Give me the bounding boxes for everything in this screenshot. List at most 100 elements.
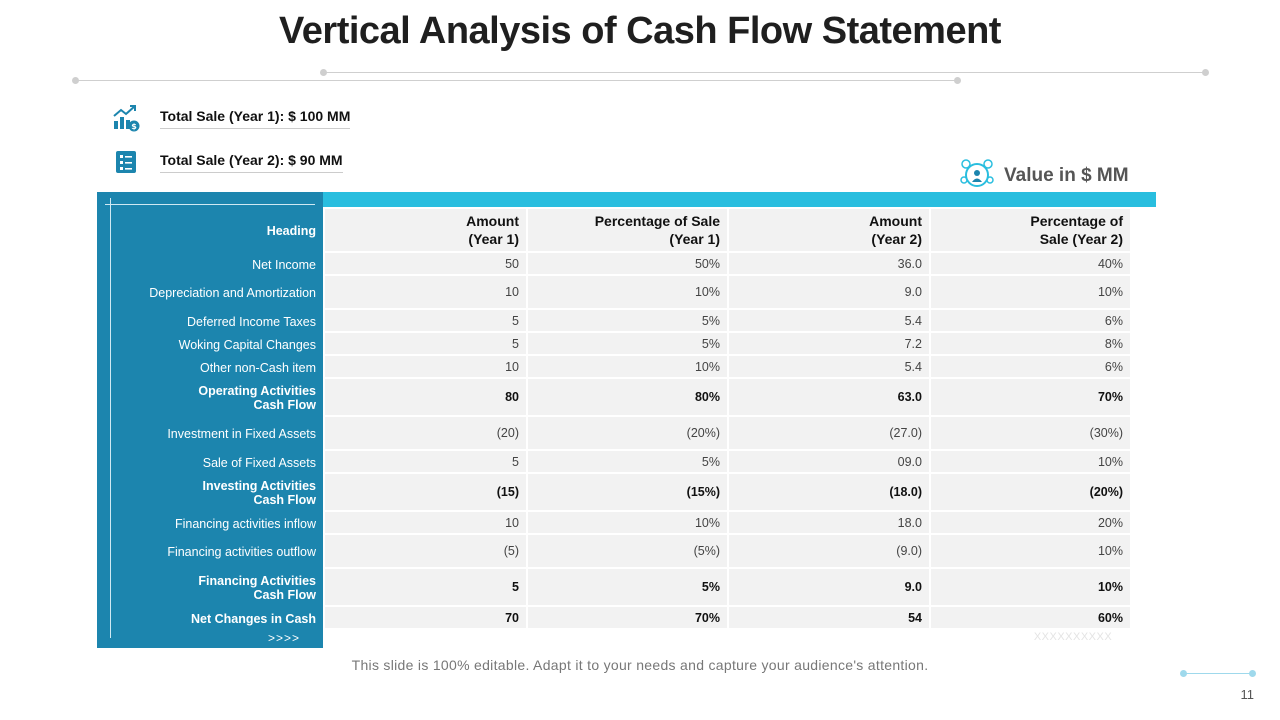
checklist-icon (110, 146, 142, 178)
row-label: Depreciation and Amortization (149, 286, 316, 300)
table-row: Deferred Income Taxes 5 5% 5.4 6% (97, 310, 1130, 333)
row-value-col-2: 70% (526, 607, 727, 630)
row-value-col-3: 5.4 (727, 356, 929, 379)
row-value-col-4: 6% (929, 310, 1130, 333)
row-value-col-4: 40% (929, 253, 1130, 276)
row-value-col-3: 9.0 (727, 276, 929, 310)
row-value-col-2: (5%) (526, 535, 727, 569)
row-value-col-1: (20) (323, 417, 526, 451)
table-row: Financing Activities Cash Flow 5 5% 9.0 10% (97, 569, 1130, 607)
row-value-col-3: 63.0 (727, 379, 929, 417)
footer-note: This slide is 100% editable. Adapt it to… (351, 657, 929, 673)
row-value-col-1: 50 (323, 253, 526, 276)
header-col-3: Amount (Year 2) (727, 209, 929, 253)
cash-flow-table: Heading Amount (Year 1) Percentage of Sale(… (97, 209, 1130, 630)
row-value-col-2: 5% (526, 333, 727, 356)
row-label: Sale of Fixed Assets (202, 455, 316, 470)
table-row: Net Income 50 50% 36.0 40% (97, 253, 1130, 276)
row-value-col-3: 36.0 (727, 253, 929, 276)
row-value-col-2: (20%) (526, 417, 727, 451)
row-value-col-2: 5% (526, 451, 727, 474)
row-value-col-1: 10 (323, 276, 526, 310)
row-value-col-1: 5 (323, 569, 526, 607)
row-value-col-4: 10% (929, 451, 1130, 474)
svg-text:$: $ (131, 122, 137, 131)
total-sale-year2-text: Total Sale (Year 2): $ 90 MM (160, 152, 343, 173)
row-value-col-1: 10 (323, 512, 526, 535)
row-value-col-2: 5% (526, 310, 727, 333)
row-label: Operating Activities Cash Flow (198, 384, 316, 412)
row-value-col-3: 09.0 (727, 451, 929, 474)
row-value-col-4: (30%) (929, 417, 1130, 451)
row-value-col-4: 60% (929, 607, 1130, 630)
row-label: Investing Activities Cash Flow (202, 479, 316, 507)
table-row: Investing Activities Cash Flow (15) (15%) (1… (97, 474, 1130, 512)
header-heading: Heading (266, 224, 316, 238)
row-label: Net Income (252, 257, 316, 272)
row-value-col-3: (27.0) (727, 417, 929, 451)
row-value-col-2: 10% (526, 276, 727, 310)
row-value-col-1: (5) (323, 535, 526, 569)
row-label: Net Changes in Cash (190, 611, 316, 626)
row-value-col-4: 10% (929, 276, 1130, 310)
row-label: Financing Activities Cash Flow (198, 574, 316, 602)
row-value-col-1: 10 (323, 356, 526, 379)
row-value-col-2: 80% (526, 379, 727, 417)
table-row: Financing activities inflow 10 10% 18.0 20% (97, 512, 1130, 535)
header-col-1: Amount (Year 1) (323, 209, 526, 253)
row-value-col-1: 5 (323, 310, 526, 333)
table-accent-bar (183, 192, 1156, 207)
row-value-col-4: 20% (929, 512, 1130, 535)
placeholder-text: XXXXXXXXXX (1033, 631, 1113, 643)
row-value-col-3: 7.2 (727, 333, 929, 356)
table-header-row: Heading Amount (Year 1) Percentage of Sale(… (97, 209, 1130, 253)
row-label: Financing activities inflow (174, 516, 316, 531)
row-value-col-3: (9.0) (727, 535, 929, 569)
row-label: Investment in Fixed Assets (167, 427, 316, 441)
more-indicator: >>>> (268, 631, 301, 645)
table-row: Net Changes in Cash 70 70% 54 60% (97, 607, 1130, 630)
money-bag-icon (960, 158, 994, 194)
table-row: Other non-Cash item 10 10% 5.4 6% (97, 356, 1130, 379)
row-value-col-1: (15) (323, 474, 526, 512)
row-value-col-2: 5% (526, 569, 727, 607)
row-value-col-3: 9.0 (727, 569, 929, 607)
row-value-col-1: 5 (323, 451, 526, 474)
total-sale-year1: $ Total Sale (Year 1): $ 100 MM (110, 102, 351, 134)
row-value-col-4: (20%) (929, 474, 1130, 512)
row-label: Other non-Cash item (199, 360, 316, 375)
row-label: Woking Capital Changes (178, 337, 316, 352)
table-row: Depreciation and Amortization 10 10% 9.0 10% (97, 276, 1130, 310)
row-value-col-1: 80 (323, 379, 526, 417)
row-value-col-3: (18.0) (727, 474, 929, 512)
row-value-col-2: 50% (526, 253, 727, 276)
row-value-col-4: 10% (929, 535, 1130, 569)
row-value-col-2: 10% (526, 356, 727, 379)
page-number: 11 (1240, 687, 1255, 702)
row-value-col-1: 70 (323, 607, 526, 630)
table-row: Sale of Fixed Assets 5 5% 09.0 10% (97, 451, 1130, 474)
table-side-panel (97, 192, 323, 648)
row-value-col-4: 10% (929, 569, 1130, 607)
total-sale-year1-text: Total Sale (Year 1): $ 100 MM (160, 108, 351, 129)
row-value-col-2: 10% (526, 512, 727, 535)
row-label: Financing activities outflow (167, 545, 316, 559)
table-row: Financing activities outflow (5) (5%) (9.0)… (97, 535, 1130, 569)
row-value-col-2: (15%) (526, 474, 727, 512)
value-unit-text: Value in $ MM (1004, 165, 1129, 186)
growth-chart-dollar-icon: $ (110, 102, 142, 134)
row-value-col-3: 18.0 (727, 512, 929, 535)
row-value-col-4: 70% (929, 379, 1130, 417)
row-value-col-4: 8% (929, 333, 1130, 356)
header-col-2: Percentage of Sale (Year 1) (526, 209, 727, 253)
table-row: Woking Capital Changes 5 5% 7.2 8% (97, 333, 1130, 356)
total-sale-year2: Total Sale (Year 2): $ 90 MM (110, 146, 343, 178)
page-title: Vertical Analysis of Cash Flow Statement (279, 10, 1001, 52)
table-row: Operating Activities Cash Flow 80 80% 63.0 70… (97, 379, 1130, 417)
row-value-col-1: 5 (323, 333, 526, 356)
table-row: Investment in Fixed Assets (20) (20%) (27.0… (97, 417, 1130, 451)
row-value-col-3: 5.4 (727, 310, 929, 333)
row-value-col-3: 54 (727, 607, 929, 630)
header-col-4: Percentage of Sale (Year 2) (929, 209, 1130, 253)
row-label: Deferred Income Taxes (187, 314, 316, 329)
